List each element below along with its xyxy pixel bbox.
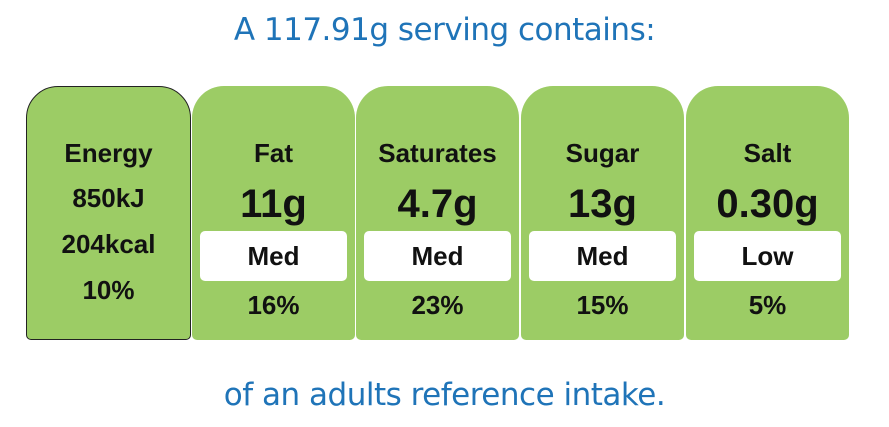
nutrient-amount: 0.30g [716,182,819,226]
nutrient-label: Saturates [378,138,497,168]
nutrient-percent: 15% [576,290,629,320]
nutrient-level: Med [529,231,676,281]
nutrient-panel: Fat 11g Med 16% [192,86,355,340]
energy-panel: Energy 850kJ 204kcal 10% [26,86,191,340]
nutrient-amount: 13g [568,182,637,226]
nutrient-level: Med [364,231,511,281]
nutrient-level: Low [694,231,841,281]
nutrient-percent: 5% [748,290,787,320]
energy-kj: 850kJ [72,183,145,213]
nutrient-percent: 23% [411,290,464,320]
nutrient-panel: Sugar 13g Med 15% [521,86,684,340]
nutrient-amount: 4.7g [397,182,478,226]
nutrient-label: Salt [743,138,792,168]
energy-percent: 10% [82,275,135,305]
nutrient-percent: 16% [247,290,300,320]
nutrient-panel: Salt 0.30g Low 5% [686,86,849,340]
nutrient-label: Sugar [565,138,640,168]
title: A 117.91g serving contains: [233,12,656,48]
energy-kcal: 204kcal [61,229,156,259]
energy-label: Energy [64,138,153,168]
nutrient-level: Med [200,231,347,281]
nutrient-panel: Saturates 4.7g Med 23% [356,86,519,340]
nutrient-label: Fat [254,138,293,168]
footer: of an adults reference intake. [223,377,666,413]
nutrient-amount: 11g [240,182,307,226]
